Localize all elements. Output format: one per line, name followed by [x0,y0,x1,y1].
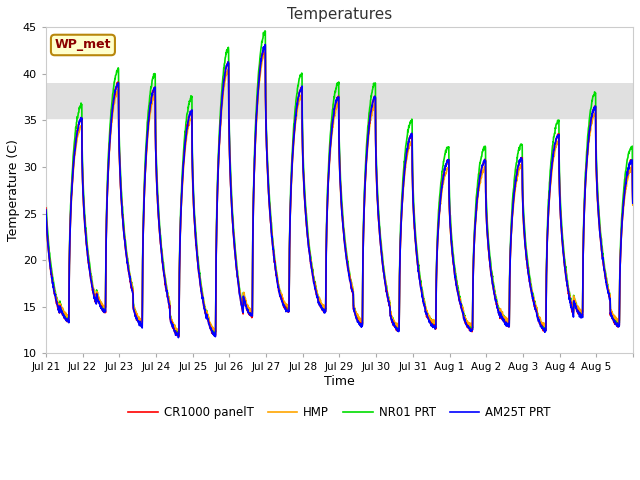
NR01 PRT [550,134,557,140]
Y-axis label: Temperature (C): Temperature (C) [7,139,20,241]
HMP [550,154,557,160]
HMP [517,162,525,168]
HMP [629,202,637,208]
CR1000 panelT [621,186,628,192]
HMP [42,210,50,216]
Line: HMP: HMP [46,53,633,331]
HMP [100,304,108,310]
CR1000 panelT [517,157,525,163]
X-axis label: Time: Time [324,375,355,388]
HMP [621,191,628,197]
AM25T PRT [376,224,383,230]
CR1000 panelT [42,205,50,211]
Title: Temperatures: Temperatures [287,7,392,22]
AM25T PRT [228,198,236,204]
AM25T PRT [621,185,628,191]
NR01 PRT [261,28,269,34]
CR1000 panelT [550,148,557,154]
HMP [376,225,383,230]
Text: WP_met: WP_met [54,38,111,51]
AM25T PRT [100,309,108,314]
NR01 PRT [100,304,108,310]
Line: CR1000 panelT: CR1000 panelT [46,45,633,336]
HMP [228,199,236,205]
CR1000 panelT [261,42,269,48]
CR1000 panelT [629,199,637,205]
AM25T PRT [262,42,269,48]
AM25T PRT [517,156,525,162]
Bar [46,83,633,120]
CR1000 panelT [376,224,383,230]
HMP [262,50,269,56]
NR01 PRT [174,331,182,336]
NR01 PRT [517,143,525,148]
AM25T PRT [175,335,182,340]
NR01 PRT [621,176,628,182]
AM25T PRT [550,147,557,153]
AM25T PRT [42,207,50,213]
NR01 PRT [629,187,637,193]
CR1000 panelT [228,197,236,203]
NR01 PRT [42,195,50,201]
CR1000 panelT [100,310,108,315]
HMP [212,328,220,334]
NR01 PRT [228,191,236,196]
AM25T PRT [629,200,637,206]
Line: AM25T PRT: AM25T PRT [46,45,633,337]
CR1000 panelT [175,334,183,339]
Legend: CR1000 panelT, HMP, NR01 PRT, AM25T PRT: CR1000 panelT, HMP, NR01 PRT, AM25T PRT [124,402,556,424]
NR01 PRT [376,217,383,223]
Line: NR01 PRT: NR01 PRT [46,31,633,334]
